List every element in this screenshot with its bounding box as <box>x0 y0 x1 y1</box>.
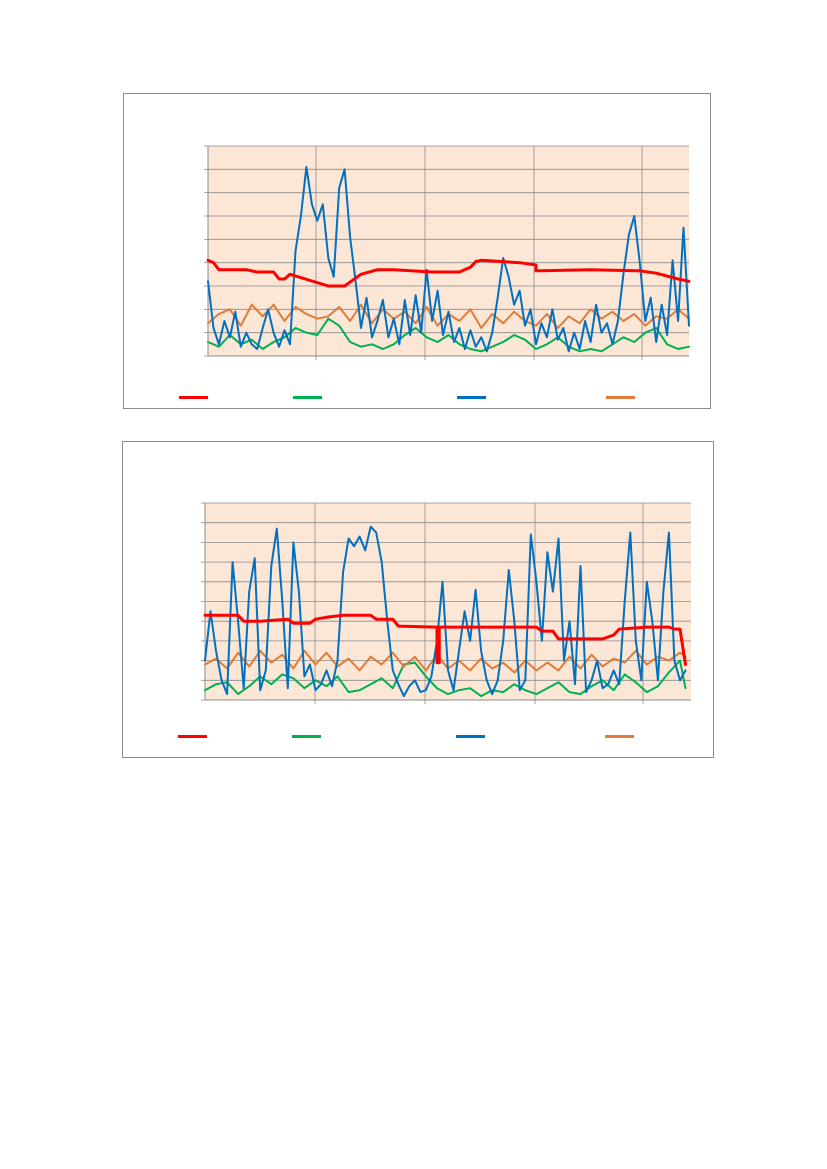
chart-2-legend <box>123 729 713 743</box>
chart-2 <box>122 441 714 758</box>
chart-1-plot <box>204 145 691 360</box>
series-line-0 <box>203 613 687 666</box>
series-line-2 <box>207 166 690 353</box>
plot-area <box>208 146 689 356</box>
series-line-1 <box>204 659 687 698</box>
series-line-1 <box>207 317 690 353</box>
chart-2-plot <box>201 502 691 704</box>
chart-1 <box>123 93 711 409</box>
chart-1-legend <box>124 390 710 404</box>
series-line-0 <box>206 258 691 288</box>
